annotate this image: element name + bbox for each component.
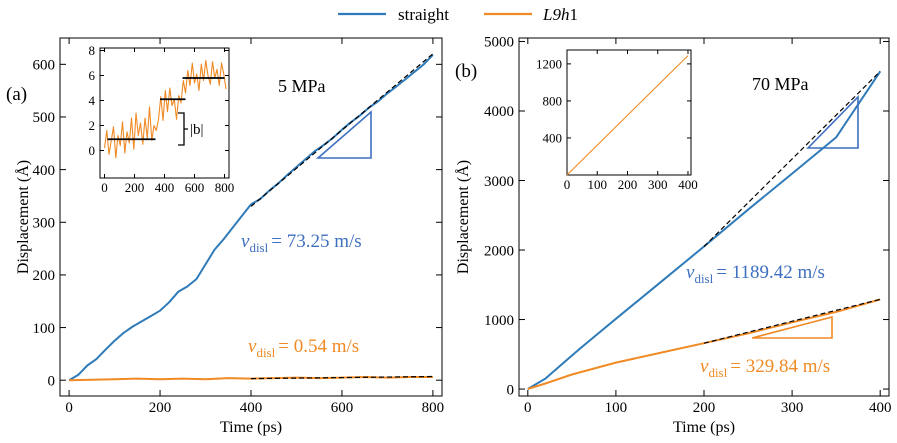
panel-a-inset-series [103,59,227,159]
panel-a-slope-triangle [315,110,372,159]
y-tick-label: 400 [543,131,563,146]
legend-straight-label: straight [398,5,449,24]
burgers-label: |b| [190,122,204,138]
panel-b-slope-triangle-straight [806,95,859,149]
panel-a-ylabel: Displacement (Å) [14,160,32,274]
panel-b-inset-series [566,55,689,176]
x-tick-label: 0 [564,177,571,192]
fit-line [703,70,881,247]
y-tick-label: 500 [33,110,56,126]
y-tick-label: 2 [89,118,96,133]
fit-line [250,375,433,380]
y-tick-label: 0 [507,382,515,398]
y-tick-label: 4000 [484,104,514,120]
x-tick-label: 0 [65,400,73,416]
y-tick-label: 1200 [536,56,562,71]
x-tick-label: 100 [587,177,607,192]
x-tick-label: 400 [155,180,175,195]
series-straight [527,70,882,390]
y-tick-label: 200 [33,268,56,284]
series-l9h1 [527,298,881,390]
legend-l9h1-label: L9h1 [542,5,578,24]
x-tick-label: 800 [422,400,445,416]
burgers-bracket [178,112,188,146]
x-tick-label: 200 [149,400,172,416]
panel-a-xlabel: Time (ps) [220,419,282,436]
legend: straight L9h1 [338,5,578,24]
y-tick-label: 3000 [484,174,514,190]
series-l9h1-70-mpa- [566,55,689,176]
panel-a-series [68,53,434,382]
y-tick-label: 1000 [484,313,514,329]
fit-line [703,298,881,344]
panel-a-v-l9h1: vdisl = 0.54 m/s [248,336,359,360]
panel-b-v-straight: vdisl = 1189.42 m/s [686,262,825,286]
x-tick-label: 100 [605,400,628,416]
x-tick-label: 200 [618,177,638,192]
y-tick-label: 0 [48,373,56,389]
x-tick-label: 0 [101,180,108,195]
panel-b-slope-triangle-l9h1 [751,315,833,339]
y-tick-label: 800 [543,93,563,108]
x-tick-label: 400 [678,177,698,192]
panel-b-tag: (b) [455,61,477,82]
x-tick-label: 300 [781,400,804,416]
y-tick-label: 6 [89,68,96,83]
panel-b-series [527,70,882,390]
panel-a-stress: 5 MPa [278,76,326,96]
y-tick-label: 400 [33,163,56,179]
y-tick-label: 300 [33,216,56,232]
panel-a-v-straight: vdisl = 73.25 m/s [241,231,362,255]
x-tick-label: 600 [185,180,205,195]
panel-a-tag: (a) [6,84,27,105]
series-straight [68,54,434,382]
panel-a-inset-frame [99,47,230,179]
x-tick-label: 200 [125,180,145,195]
panel-a-inset: 0 200 400 600 800 0 2 4 6 8 |b| [89,43,235,195]
x-tick-label: 600 [331,400,354,416]
y-tick-label: 0 [89,143,96,158]
x-tick-label: 200 [693,400,716,416]
panel-b-ylabel: Displacement (Å) [454,160,472,274]
panel-b-xlabel: Time (ps) [673,419,735,436]
y-tick-label: 4 [89,93,96,108]
panel-b-v-l9h1: vdisl = 329.84 m/s [700,356,830,380]
x-tick-label: 0 [524,400,532,416]
panel-a-inset-ticks: 0 200 400 600 800 0 2 4 6 8 [89,43,235,195]
series-l9h1-5-mpa- [103,59,227,159]
y-tick-label: 5000 [484,35,514,51]
x-tick-label: 400 [240,400,263,416]
panel-b-stress: 70 MPa [752,74,809,94]
y-tick-label: 600 [33,58,56,74]
y-tick-label: 8 [89,43,96,58]
x-tick-label: 300 [648,177,668,192]
x-tick-label: 800 [215,180,235,195]
panel-b-inset-ticks: 0 100 200 300 400 400 800 1200 [536,50,698,192]
y-tick-label: 2000 [484,243,514,259]
x-tick-label: 400 [869,400,892,416]
y-tick-label: 100 [33,321,56,337]
panel-b-inset: 0 100 200 300 400 400 800 1200 [536,49,698,192]
